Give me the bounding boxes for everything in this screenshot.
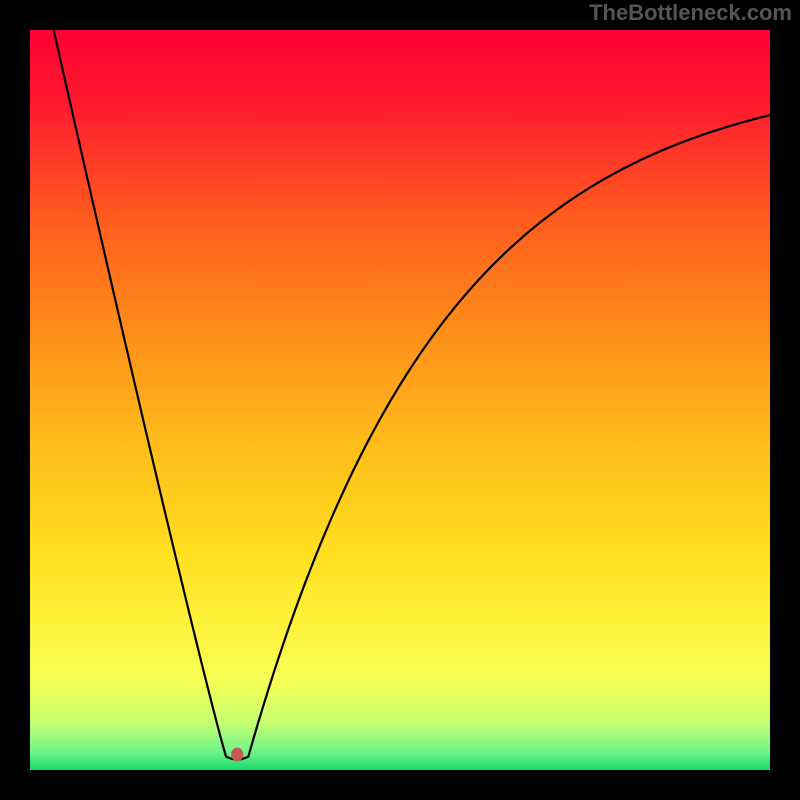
optimum-marker xyxy=(231,747,243,761)
chart-stage: TheBottleneck.com xyxy=(0,0,800,800)
watermark-text: TheBottleneck.com xyxy=(589,0,792,26)
plot-background xyxy=(30,30,770,770)
bottleneck-chart xyxy=(0,0,800,800)
